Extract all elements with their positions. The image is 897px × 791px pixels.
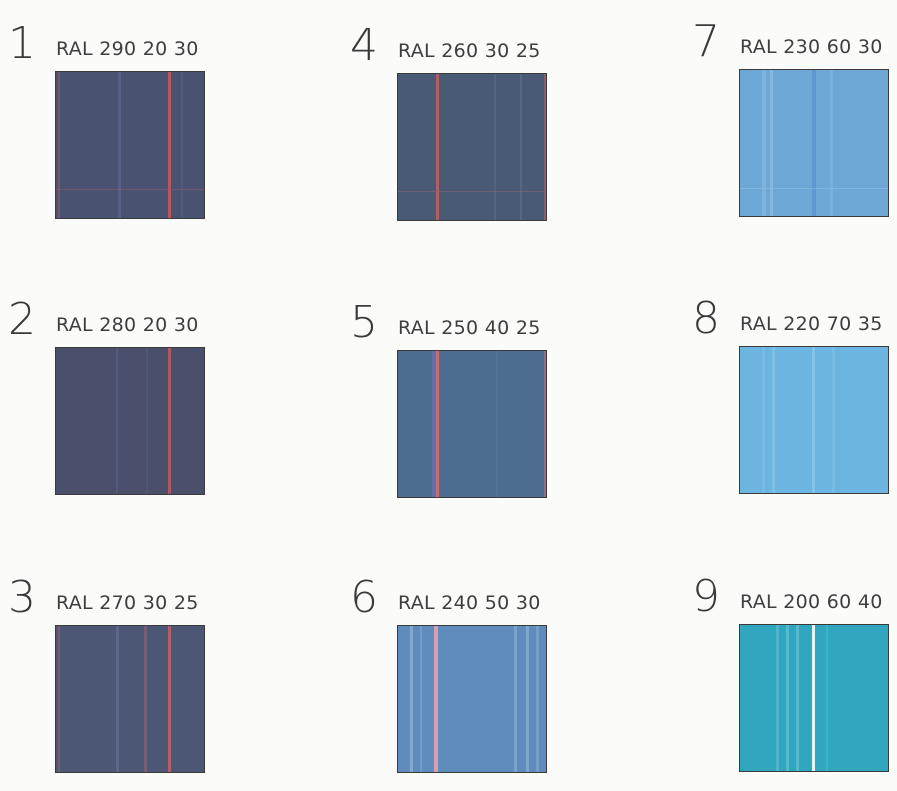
swatch-stripe bbox=[830, 70, 833, 216]
swatch-stripe bbox=[772, 347, 775, 493]
swatch-stripe bbox=[146, 348, 148, 494]
swatch-number: 3 bbox=[8, 572, 36, 623]
swatch-stripe bbox=[436, 351, 439, 497]
swatch-stripe bbox=[812, 347, 815, 493]
swatch-stripe bbox=[776, 625, 779, 771]
swatch-stripe bbox=[826, 625, 828, 771]
swatch-code-label: RAL 220 70 35 bbox=[740, 313, 883, 335]
swatch-stripe bbox=[58, 626, 60, 772]
color-swatch bbox=[739, 69, 889, 217]
swatch-number: 5 bbox=[350, 297, 378, 348]
color-swatch bbox=[397, 625, 547, 773]
swatch-code-label: RAL 200 60 40 bbox=[740, 591, 883, 613]
swatch-code-label: RAL 280 20 30 bbox=[56, 314, 199, 336]
swatch-stripe bbox=[168, 626, 171, 772]
swatch-stripe bbox=[762, 347, 765, 493]
swatch-stripe bbox=[168, 72, 171, 218]
swatch-card-6: 6 RAL 240 50 30 bbox=[350, 576, 550, 791]
swatch-stripe bbox=[116, 348, 118, 494]
swatch-code-label: RAL 260 30 25 bbox=[398, 40, 541, 62]
swatch-card-1: 1 RAL 290 20 30 bbox=[8, 22, 208, 237]
swatch-code-label: RAL 240 50 30 bbox=[398, 592, 541, 614]
swatch-card-3: 3 RAL 270 30 25 bbox=[8, 576, 208, 791]
swatch-stripe bbox=[181, 72, 183, 218]
swatch-card-2: 2 RAL 280 20 30 bbox=[8, 298, 208, 513]
swatch-code-label: RAL 230 60 30 bbox=[740, 36, 883, 58]
swatch-stripe bbox=[536, 626, 539, 772]
swatch-stripe bbox=[434, 626, 438, 772]
swatch-stripe bbox=[514, 626, 517, 772]
swatch-stripe bbox=[168, 348, 171, 494]
swatch-stripe bbox=[812, 625, 815, 771]
swatch-card-4: 4 RAL 260 30 25 bbox=[350, 24, 550, 239]
swatch-number: 2 bbox=[8, 294, 36, 345]
swatch-card-7: 7 RAL 230 60 30 bbox=[692, 20, 892, 235]
swatch-hline bbox=[56, 189, 204, 190]
swatch-card-5: 5 RAL 250 40 25 bbox=[350, 301, 550, 516]
color-swatch bbox=[739, 346, 889, 494]
color-swatch bbox=[397, 73, 547, 221]
swatch-stripe bbox=[116, 626, 119, 772]
color-swatch bbox=[739, 624, 889, 772]
swatch-card-9: 9 RAL 200 60 40 bbox=[692, 575, 892, 790]
swatch-code-label: RAL 290 20 30 bbox=[56, 38, 199, 60]
swatch-stripe bbox=[544, 74, 546, 220]
swatch-stripe bbox=[526, 626, 529, 772]
ral-swatch-sheet: 1 RAL 290 20 30 2 RAL 280 20 30 3 RAL 27… bbox=[8, 20, 892, 773]
swatch-number: 7 bbox=[692, 16, 720, 67]
swatch-stripe bbox=[832, 347, 835, 493]
swatch-stripe bbox=[494, 74, 496, 220]
swatch-number: 9 bbox=[692, 571, 720, 622]
swatch-stripe bbox=[762, 70, 766, 216]
swatch-stripe bbox=[520, 74, 522, 220]
color-swatch bbox=[397, 350, 547, 498]
swatch-code-label: RAL 250 40 25 bbox=[398, 317, 541, 339]
swatch-stripe bbox=[796, 625, 799, 771]
swatch-number: 4 bbox=[350, 20, 378, 71]
swatch-hline bbox=[398, 191, 546, 192]
swatch-card-8: 8 RAL 220 70 35 bbox=[692, 297, 892, 512]
swatch-stripe bbox=[496, 351, 498, 497]
color-swatch bbox=[55, 625, 205, 773]
swatch-stripe bbox=[420, 626, 422, 772]
swatch-stripe bbox=[786, 625, 789, 771]
swatch-number: 6 bbox=[350, 572, 378, 623]
swatch-stripe bbox=[436, 74, 439, 220]
swatch-stripe bbox=[432, 351, 436, 497]
swatch-stripe bbox=[812, 70, 816, 216]
swatch-stripe bbox=[770, 70, 773, 216]
swatch-number: 8 bbox=[692, 293, 720, 344]
color-swatch bbox=[55, 71, 205, 219]
swatch-stripe bbox=[118, 72, 121, 218]
swatch-hline bbox=[740, 188, 888, 189]
swatch-stripe bbox=[58, 72, 60, 218]
color-swatch bbox=[55, 347, 205, 495]
swatch-stripe bbox=[544, 351, 546, 497]
swatch-number: 1 bbox=[8, 18, 36, 69]
swatch-code-label: RAL 270 30 25 bbox=[56, 592, 199, 614]
swatch-stripe bbox=[410, 626, 413, 772]
swatch-stripe bbox=[144, 626, 147, 772]
